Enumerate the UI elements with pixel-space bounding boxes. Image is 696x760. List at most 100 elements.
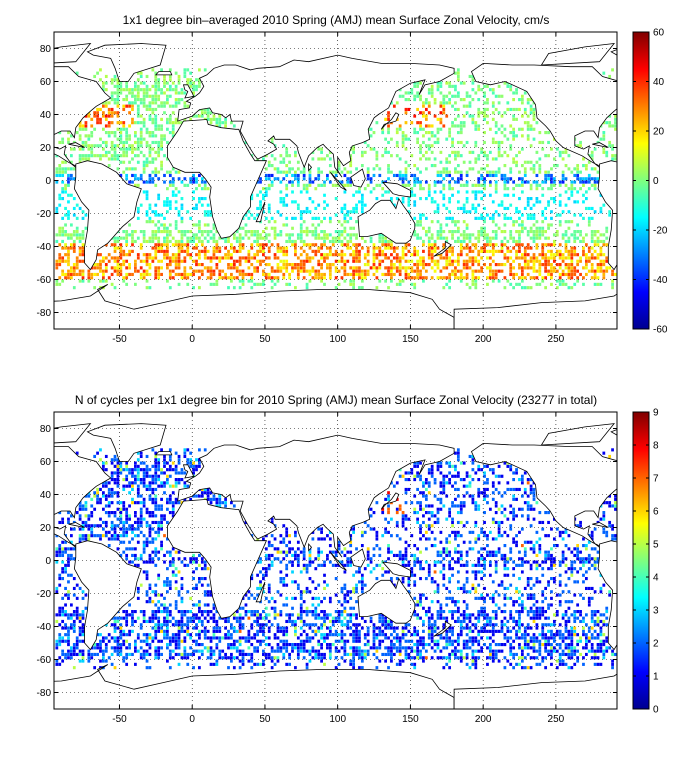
data-cell [369, 147, 373, 151]
data-cell [198, 249, 201, 253]
data-cell [177, 177, 181, 181]
data-cell [206, 223, 210, 227]
data-cell [459, 131, 463, 135]
data-cell [154, 124, 158, 128]
data-cell [401, 144, 405, 148]
data-cell [227, 666, 230, 670]
data-cell [579, 187, 582, 191]
data-cell [160, 213, 163, 217]
data-cell [232, 236, 236, 240]
data-cell [422, 140, 425, 145]
data-cell [430, 94, 434, 98]
data-cell [230, 659, 233, 663]
data-cell [113, 131, 117, 135]
data-cell [107, 131, 111, 135]
data-cell [157, 272, 161, 277]
data-cell [552, 636, 556, 640]
data-cell [465, 282, 469, 286]
data-cell [198, 223, 201, 227]
data-cell [480, 197, 484, 201]
data-cell [375, 246, 379, 250]
data-cell [276, 263, 280, 267]
data-cell [419, 643, 422, 647]
data-cell [311, 223, 315, 227]
data-cell [378, 643, 382, 647]
data-cell [404, 649, 408, 653]
data-cell [104, 256, 108, 260]
data-cell [529, 144, 533, 148]
data-cell [433, 639, 437, 643]
data-cell [148, 643, 152, 647]
data-cell [413, 633, 417, 637]
data-cell [355, 203, 358, 207]
data-cell [442, 276, 446, 280]
data-cell [334, 286, 338, 290]
data-cell [401, 633, 405, 637]
data-cell [337, 230, 341, 234]
data-cell [256, 646, 259, 650]
data-cell [416, 639, 419, 643]
data-cell [567, 187, 571, 191]
data-cell [491, 279, 495, 283]
data-cell [299, 223, 303, 227]
data-cell [366, 249, 370, 253]
data-cell [166, 197, 169, 201]
data-cell [483, 643, 486, 647]
data-cell [520, 659, 524, 663]
data-cell [134, 167, 137, 171]
data-cell [311, 623, 315, 627]
data-cell [416, 263, 419, 267]
data-cell [419, 197, 422, 201]
data-cell [131, 94, 134, 98]
data-cell [160, 246, 163, 250]
data-cell [102, 256, 105, 260]
data-cell [547, 259, 550, 263]
data-cell [250, 623, 254, 627]
data-cell [317, 649, 321, 653]
data-cell [419, 180, 422, 184]
data-cell [497, 111, 501, 115]
data-cell [477, 216, 481, 220]
data-cell [267, 187, 271, 191]
data-cell [474, 662, 478, 666]
data-cell [148, 236, 152, 240]
data-cell [282, 157, 286, 161]
data-cell [125, 94, 129, 98]
data-cell [154, 243, 158, 247]
data-cell [488, 150, 492, 154]
data-cell [75, 263, 79, 267]
data-cell [227, 656, 230, 660]
data-cell [116, 81, 120, 85]
data-cell [119, 121, 123, 125]
data-cell [506, 216, 510, 220]
data-cell [166, 629, 169, 633]
data-cell [433, 183, 437, 187]
data-cell [67, 167, 70, 171]
data-cell [294, 286, 297, 290]
data-cell [349, 633, 353, 637]
data-cell [334, 629, 338, 633]
data-cell [166, 623, 169, 627]
data-cell [387, 286, 390, 290]
data-cell [168, 206, 172, 211]
data-cell [590, 206, 594, 211]
data-cell [160, 144, 163, 148]
data-cell [509, 272, 513, 277]
data-cell [122, 144, 126, 148]
data-cell [375, 253, 379, 257]
data-cell [404, 626, 408, 630]
data-cell [215, 124, 219, 128]
data-cell [273, 256, 277, 260]
data-cell [404, 259, 408, 263]
data-cell [398, 639, 402, 643]
data-cell [276, 636, 280, 640]
data-cell [87, 649, 91, 653]
data-cell [256, 249, 259, 253]
data-cell [500, 249, 504, 253]
data-cell [84, 226, 88, 230]
data-cell [107, 157, 111, 161]
data-cell [541, 629, 545, 633]
data-cell [494, 94, 498, 98]
data-cell [302, 220, 306, 224]
data-cell [451, 263, 454, 267]
